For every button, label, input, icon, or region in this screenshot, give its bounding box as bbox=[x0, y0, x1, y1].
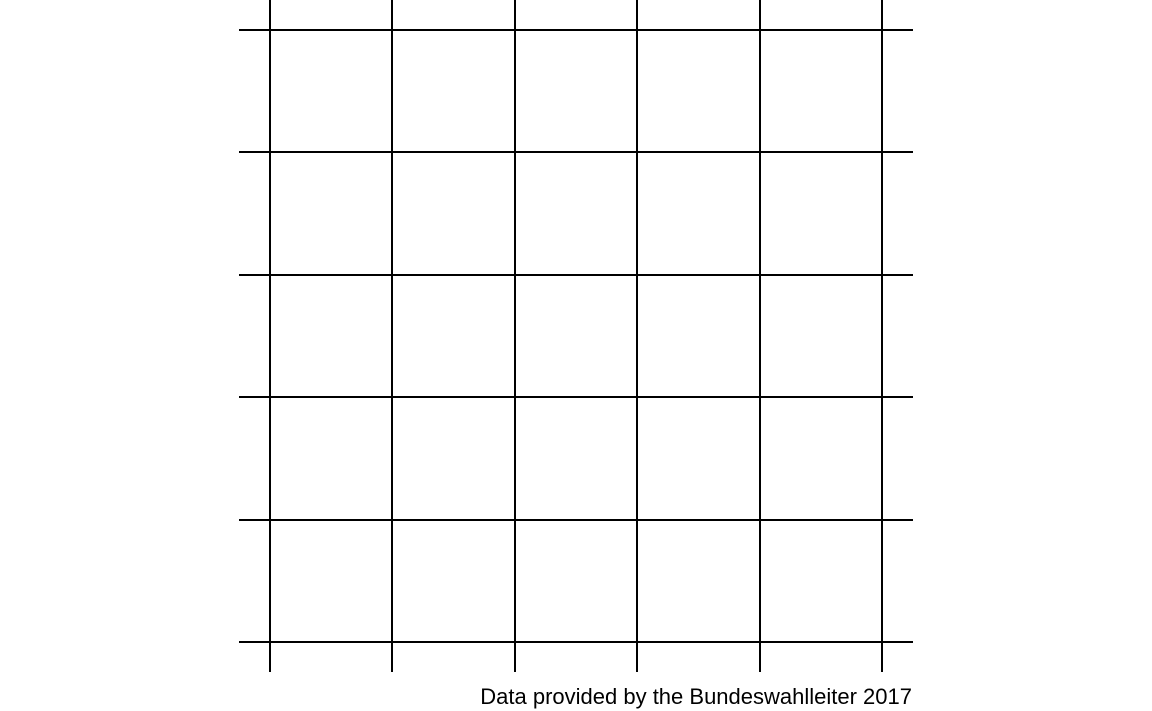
data-source-caption: Data provided by the Bundeswahlleiter 20… bbox=[480, 684, 912, 709]
vertical-gridlines bbox=[269, 0, 883, 672]
horizontal-gridlines bbox=[239, 29, 913, 643]
